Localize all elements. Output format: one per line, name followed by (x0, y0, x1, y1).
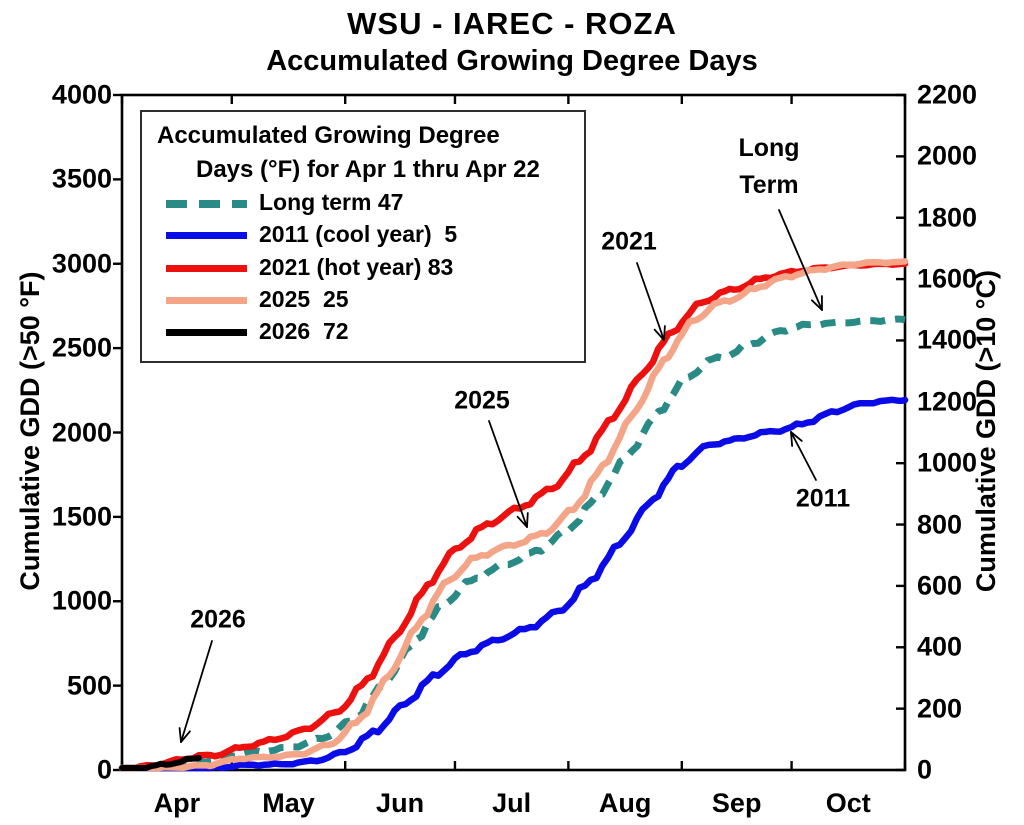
x-axis-month-label: May (262, 788, 315, 818)
legend: Accumulated Growing Degree Days (°F) for… (140, 110, 586, 363)
legend-title-line1: Accumulated Growing Degree (157, 122, 500, 149)
legend-label-2026: 2026 72 (259, 318, 349, 345)
annotation-arrowhead-2021 (653, 328, 665, 341)
legend-item-2021: 2021 (hot year) 83 (142, 252, 584, 284)
y-right-tick-label: 200 (917, 693, 963, 724)
annotation-arrow-2026 (180, 640, 213, 743)
annotation-arrowhead-long-term (810, 299, 823, 311)
x-axis-month-label: Jul (492, 788, 532, 818)
y-right-tick-label: 0 (917, 754, 933, 785)
annotation-arrowhead-2025 (526, 512, 529, 528)
annotation-label-2026: 2026 (190, 602, 246, 639)
series-line-2011-cool-year- (118, 396, 909, 772)
series-line-2025 (118, 258, 909, 772)
y-left-tick-label: 500 (66, 670, 112, 701)
legend-swatch-long-term (166, 200, 247, 208)
annotation-line: 2011 (795, 484, 851, 513)
legend-label-2025: 2025 25 (259, 285, 349, 312)
y-right-tick-label: 1800 (917, 202, 978, 233)
y-left-tick-label: 1500 (51, 501, 112, 532)
annotation-label-2025: 2025 (454, 383, 510, 420)
y-left-tick-label: 1000 (51, 585, 112, 616)
annotation-line: Long (738, 134, 800, 162)
chart-subtitle: Accumulated Growing Degree Days (266, 45, 758, 77)
series-line-2021-hot-year- (118, 260, 909, 772)
legend-label-2011: 2011 (cool year) 5 (259, 221, 458, 248)
legend-swatch-2025 (166, 296, 247, 304)
legend-title-line2: Days (°F) for Apr 1 thru Apr 22 (196, 156, 540, 183)
x-axis-month-label: Apr (153, 788, 201, 818)
annotation-label-long-term: Long Term (738, 130, 799, 204)
annotation-arrowhead-2026 (180, 730, 191, 743)
x-axis-month-label: Oct (825, 788, 871, 818)
y-left-tick-label: 3500 (51, 163, 112, 194)
y-left-tick-label: 3000 (51, 248, 112, 279)
annotation-arrowhead-2021 (663, 325, 666, 341)
y-right-tick-label: 1600 (917, 263, 978, 294)
annotation-arrowhead-2011 (790, 431, 803, 442)
annotation-arrow-2021 (636, 262, 665, 341)
legend-item-long-term: Long term 47 (142, 187, 584, 219)
y-right-tick-label: 600 (917, 570, 963, 601)
y-right-tick-label: 1200 (917, 386, 978, 417)
annotation-label-2011: 2011 (796, 481, 850, 518)
annotation-arrowhead-2025 (516, 515, 528, 528)
annotation-arrow-2011 (790, 431, 817, 481)
legend-swatch-2021 (166, 264, 247, 272)
annotation-line: Term (739, 171, 799, 199)
y-left-tick-label: 4000 (51, 79, 112, 110)
y-left-tick-label: 2500 (51, 332, 112, 363)
right-axis-title: Cumulative GDD (>10 °C) (971, 269, 1001, 593)
series-line-2026 (119, 755, 202, 771)
annotation-line: 2026 (190, 605, 246, 634)
legend-item-2026: 2026 72 (142, 316, 584, 348)
annotation-arrow-2025 (488, 420, 528, 528)
y-right-tick-label: 1000 (917, 447, 978, 478)
y-right-tick-label: 2200 (917, 79, 978, 110)
annotation-arrow-long-term (778, 209, 823, 311)
x-axis-month-label: Aug (598, 788, 652, 818)
y-left-tick-label: 0 (96, 754, 112, 785)
annotation-line: 2025 (454, 386, 510, 415)
x-axis-month-label: Jun (376, 788, 425, 818)
y-right-tick-label: 1400 (917, 324, 978, 355)
legend-item-2011: 2011 (cool year) 5 (142, 219, 584, 251)
legend-label-2021: 2021 (hot year) 83 (259, 253, 454, 280)
x-axis-month-label: Sep (711, 788, 762, 818)
y-right-tick-label: 800 (917, 509, 963, 540)
series-line-long-term (121, 315, 906, 772)
annotation-arrowhead-2026 (178, 727, 182, 743)
annotation-line: 2021 (601, 227, 657, 256)
annotation-arrowhead-2011 (790, 431, 794, 447)
legend-item-2025: 2025 25 (142, 284, 584, 316)
y-right-tick-label: 400 (917, 631, 963, 662)
y-right-tick-label: 2000 (917, 140, 978, 171)
legend-label-long-term: Long term 47 (259, 189, 404, 215)
y-left-tick-label: 2000 (51, 417, 112, 447)
legend-swatch-2011 (166, 232, 247, 240)
annotation-label-2021: 2021 (601, 224, 657, 261)
chart-title: WSU - IAREC - ROZA (347, 6, 677, 41)
legend-swatch-2026 (166, 329, 247, 337)
